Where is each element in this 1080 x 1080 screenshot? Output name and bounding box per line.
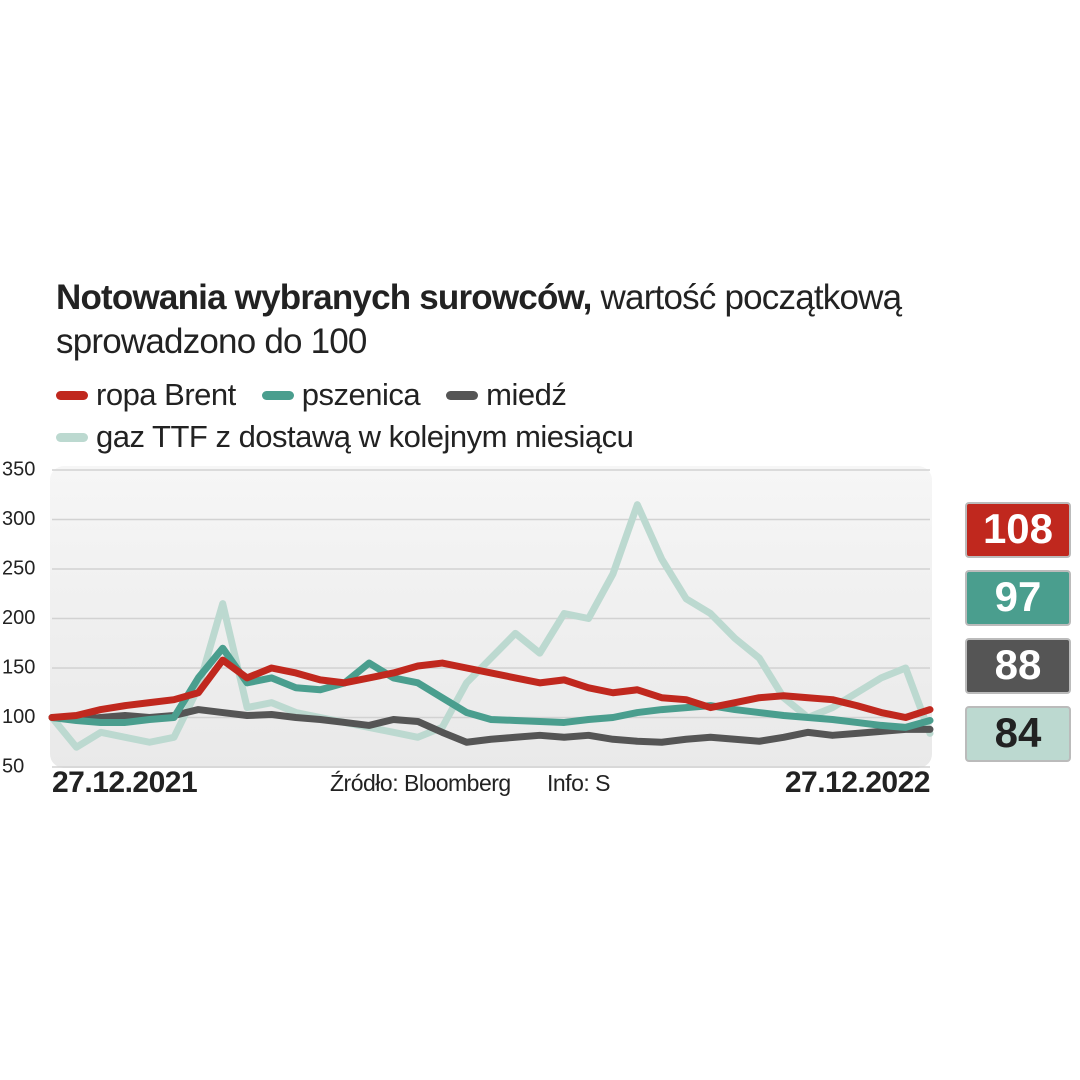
source: Źródło: Bloomberg — [330, 770, 511, 796]
end-value-label: 88 — [995, 641, 1042, 688]
legend-item: gaz TTF z dostawą w kolejnym miesiącu — [56, 416, 634, 458]
legend-label: gaz TTF z dostawą w kolejnym miesiącu — [96, 419, 634, 454]
series-line — [48, 706, 934, 746]
legend-swatch — [56, 390, 88, 400]
y-tick-label: 100 — [2, 706, 35, 728]
legend-swatch — [446, 390, 479, 400]
y-tick-label: 350 — [2, 458, 35, 480]
end-value-box — [965, 638, 1071, 694]
end-value-label: 84 — [995, 709, 1042, 756]
y-tick-label: 200 — [2, 607, 35, 629]
legend: ropa Brent pszenica miedź gaz TTF z dostawą… — [56, 374, 696, 458]
plot-background — [50, 466, 932, 768]
y-tick-label: 50 — [2, 755, 24, 777]
legend-label: miedź — [486, 377, 567, 412]
series-line — [48, 656, 934, 721]
y-tick-label: 300 — [2, 508, 35, 530]
credit: Info: S — [547, 770, 610, 796]
legend-label: pszenica — [301, 377, 421, 412]
legend-label: ropa Brent — [96, 377, 236, 412]
y-tick-label: 250 — [2, 557, 35, 579]
end-value-label: 97 — [995, 573, 1042, 620]
end-value-box — [965, 570, 1071, 626]
legend-item: pszenica — [261, 374, 421, 416]
header: Notowania wybranych surowców, wartość po… — [56, 276, 976, 364]
y-tick-label: 150 — [2, 656, 35, 678]
chart-subtitle: wartość początkową sprowadzono do 100 — [56, 278, 902, 361]
legend-swatch — [261, 390, 294, 400]
end-value-box — [965, 706, 1071, 762]
legend-swatch — [56, 432, 88, 442]
series-line — [48, 644, 934, 731]
legend-item: ropa Brent — [56, 374, 236, 416]
legend-item: miedź — [446, 374, 567, 416]
end-value-box — [965, 502, 1071, 558]
chart-title: Notowania wybranych surowców, — [56, 278, 592, 317]
end-value-label: 108 — [983, 505, 1053, 552]
x-tick-label: 27.12.2021 — [52, 766, 197, 799]
x-tick-label: 27.12.2022 — [785, 766, 930, 799]
